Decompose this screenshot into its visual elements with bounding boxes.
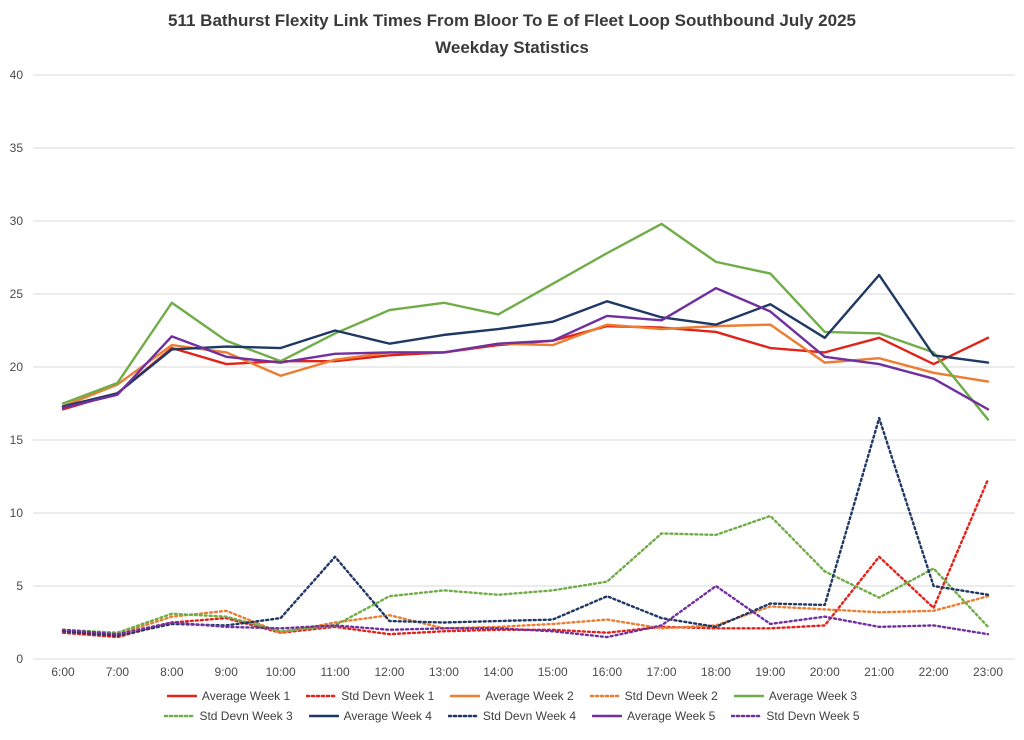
legend-marker-average-week-4 xyxy=(308,714,339,718)
x-tick-label-800: 8:00 xyxy=(160,665,184,679)
y-tick-label-10: 10 xyxy=(10,506,24,520)
y-tick-label-5: 5 xyxy=(16,579,23,593)
legend-marker-std-devn-week-2 xyxy=(589,694,620,698)
series-line-std-devn-week-3 xyxy=(61,514,990,634)
legend-marker-average-week-3 xyxy=(733,694,764,698)
series-line-std-devn-week-2 xyxy=(61,595,990,636)
x-tick-label-1600: 16:00 xyxy=(592,665,622,679)
x-tick-label-1700: 17:00 xyxy=(647,665,677,679)
legend-label-average-week-3: Average Week 3 xyxy=(768,689,858,703)
y-tick-label-0: 0 xyxy=(16,652,23,666)
x-tick-label-2200: 22:00 xyxy=(919,665,949,679)
x-tick-label-2300: 23:00 xyxy=(973,665,1003,679)
x-tick-label-1000: 10:00 xyxy=(266,665,296,679)
chart-title-line1: 511 Bathurst Flexity Link Times From Blo… xyxy=(168,11,856,30)
legend-item-std-devn-week-2: Std Devn Week 2 xyxy=(589,689,718,703)
series-line-average-week-4 xyxy=(61,273,990,408)
legend-item-average-week-5: Average Week 5 xyxy=(592,709,715,723)
legend-label-std-devn-week-4: Std Devn Week 4 xyxy=(482,709,577,723)
chart-title: 511 Bathurst Flexity Link Times From Blo… xyxy=(0,7,1024,61)
y-tick-label-20: 20 xyxy=(10,360,24,374)
x-tick-label-900: 9:00 xyxy=(215,665,239,679)
series-line-average-week-1 xyxy=(61,324,990,411)
legend-item-average-week-1: Average Week 1 xyxy=(166,689,291,703)
legend-marker-average-week-5 xyxy=(592,714,623,718)
series-line-average-week-5 xyxy=(61,286,990,411)
y-tick-label-30: 30 xyxy=(10,214,24,228)
x-tick-label-2000: 20:00 xyxy=(810,665,840,679)
series-line-std-devn-week-5 xyxy=(61,584,990,639)
x-tick-label-600: 6:00 xyxy=(51,665,75,679)
legend-marker-std-devn-week-1 xyxy=(306,694,337,698)
x-tick-label-700: 7:00 xyxy=(106,665,130,679)
x-tick-label-1500: 15:00 xyxy=(538,665,568,679)
legend-item-std-devn-week-3: Std Devn Week 3 xyxy=(164,709,293,723)
legend-item-average-week-4: Average Week 4 xyxy=(308,709,432,723)
legend-marker-average-week-1 xyxy=(166,694,197,698)
y-tick-label-25: 25 xyxy=(10,287,24,301)
x-tick-label-1100: 11:00 xyxy=(320,665,349,679)
x-tick-label-1400: 14:00 xyxy=(483,665,513,679)
legend-row-1: Average Week 1 Std Devn Week 1 Average Wee… xyxy=(166,689,858,703)
x-tick-label-1900: 19:00 xyxy=(755,665,785,679)
legend-item-std-devn-week-5: Std Devn Week 5 xyxy=(731,709,860,723)
legend-label-average-week-2: Average Week 2 xyxy=(485,689,574,703)
legend-item-std-devn-week-1: Std Devn Week 1 xyxy=(306,689,434,703)
legend-label-std-devn-week-5: Std Devn Week 5 xyxy=(766,709,860,723)
legend-marker-std-devn-week-5 xyxy=(731,714,762,718)
series-line-std-devn-week-4 xyxy=(61,416,990,637)
chart-legend: Average Week 1 Std Devn Week 1 Average Wee… xyxy=(0,689,1024,723)
y-tick-label-40: 40 xyxy=(10,68,24,82)
legend-marker-average-week-2 xyxy=(450,694,481,698)
legend-label-average-week-4: Average Week 4 xyxy=(343,709,432,723)
chart-title-line2: Weekday Statistics xyxy=(435,38,589,57)
legend-label-average-week-1: Average Week 1 xyxy=(201,689,291,703)
y-tick-label-35: 35 xyxy=(10,141,24,155)
y-tick-label-15: 15 xyxy=(10,433,24,447)
x-tick-label-2100: 21:00 xyxy=(864,665,894,679)
legend-item-average-week-3: Average Week 3 xyxy=(733,689,858,703)
series-line-average-week-2 xyxy=(61,323,990,408)
x-tick-label-1800: 18:00 xyxy=(701,665,731,679)
series-line-average-week-3 xyxy=(61,222,990,421)
legend-marker-std-devn-week-3 xyxy=(164,714,195,718)
legend-marker-std-devn-week-4 xyxy=(447,714,478,718)
legend-label-average-week-5: Average Week 5 xyxy=(627,709,716,723)
x-tick-label-1300: 13:00 xyxy=(429,665,459,679)
legend-item-average-week-2: Average Week 2 xyxy=(450,689,574,703)
legend-label-std-devn-week-3: Std Devn Week 3 xyxy=(199,709,293,723)
legend-label-std-devn-week-2: Std Devn Week 2 xyxy=(624,689,718,703)
legend-item-std-devn-week-4: Std Devn Week 4 xyxy=(447,709,577,723)
legend-row-2: Std Devn Week 3 Average Week 4 Std Devn We… xyxy=(164,709,860,723)
x-tick-label-1200: 12:00 xyxy=(374,665,404,679)
legend-label-std-devn-week-1: Std Devn Week 1 xyxy=(341,689,435,703)
